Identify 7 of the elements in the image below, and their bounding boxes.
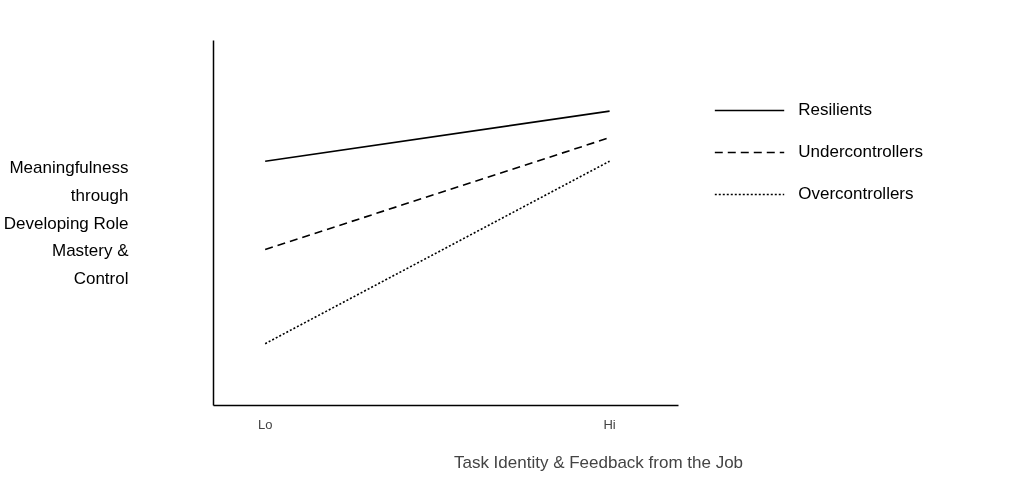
x-tick-label: Hi [603, 416, 616, 432]
legend-label: Resilients [798, 100, 872, 120]
legend-label: Undercontrollers [798, 142, 923, 162]
x-tick-label: Lo [257, 416, 273, 432]
legend-label: Overcontrollers [798, 184, 914, 204]
y-axis-title: Meaningfulness through Developing Role Mastery & Control [3, 158, 130, 288]
x-axis-title: Task Identity & Feedback from the Job [453, 452, 744, 472]
